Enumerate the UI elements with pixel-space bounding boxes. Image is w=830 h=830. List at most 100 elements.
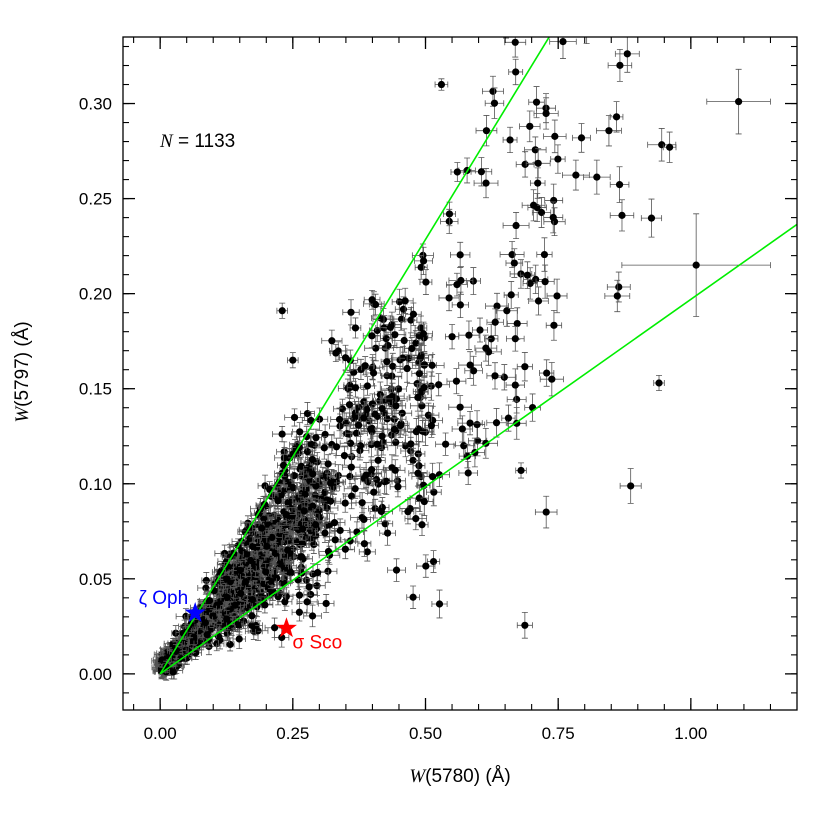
data-point (640, 198, 663, 238)
data-point (404, 306, 418, 334)
star-label: ζ Oph (139, 588, 189, 609)
x-axis-label: W(5780) (Å) (409, 766, 510, 787)
sample-size-label: N = 1133 (159, 131, 235, 152)
data-point (543, 201, 564, 234)
data-point (516, 352, 533, 382)
data-point (502, 37, 509, 39)
data-point (427, 373, 450, 397)
x-tick-label: 0.50 (409, 724, 442, 743)
data-point (346, 378, 365, 398)
data-point (343, 478, 367, 499)
data-point (356, 508, 371, 531)
data-point (350, 413, 368, 437)
data-point (519, 261, 535, 289)
data-point (523, 0, 542, 8)
data-point (424, 413, 439, 438)
data-point (549, 37, 577, 59)
data-point (475, 338, 502, 366)
data-point (317, 594, 335, 613)
data-point (522, 267, 538, 300)
data-point (321, 329, 343, 352)
data-point (411, 441, 426, 467)
data-point (505, 248, 524, 278)
data-point (298, 578, 320, 596)
data-point (297, 486, 313, 503)
data-point (293, 545, 310, 569)
data-point (422, 462, 443, 491)
y-tick-label: 0.10 (79, 475, 112, 494)
data-point (583, 159, 611, 195)
data-point (485, 292, 509, 320)
data-point (653, 375, 665, 392)
data-point (265, 573, 277, 589)
data-point (534, 495, 558, 529)
data-point (291, 603, 308, 622)
data-point (408, 460, 428, 487)
data-point (609, 166, 630, 203)
data-point (506, 406, 527, 440)
data-point (364, 393, 381, 415)
data-point (609, 101, 624, 133)
data-point (296, 590, 318, 614)
data-point (484, 87, 505, 119)
data-point (202, 600, 217, 618)
data-point (471, 317, 489, 343)
data-point (363, 289, 381, 310)
data-point (379, 315, 402, 340)
data-point (519, 110, 541, 143)
data-point (499, 241, 525, 269)
data-point (435, 432, 456, 456)
data-point (458, 461, 478, 485)
data-point (401, 499, 415, 525)
data-point (330, 407, 349, 432)
data-point (301, 411, 321, 430)
data-point (385, 386, 408, 412)
data-point (465, 267, 481, 295)
data-point (506, 307, 528, 340)
star-marker (184, 602, 206, 622)
data-point (445, 324, 460, 350)
data-point (272, 426, 293, 443)
data-point (458, 351, 482, 379)
data-point (339, 392, 360, 418)
data-point (405, 418, 428, 446)
data-point (528, 286, 549, 316)
data-point (409, 383, 427, 412)
data-point (385, 392, 407, 420)
y-tick-label: 0.20 (79, 285, 112, 304)
data-point (539, 359, 555, 387)
data-point (301, 497, 325, 515)
data-point (247, 589, 258, 610)
data-point (381, 364, 403, 388)
data-point (276, 302, 288, 319)
data-point (394, 354, 420, 383)
data-point (450, 162, 465, 182)
data-point (387, 558, 406, 582)
data-point (169, 664, 178, 680)
data-point (339, 344, 353, 371)
data-point (412, 453, 426, 479)
data-point (246, 608, 257, 624)
data-point (342, 455, 361, 480)
data-point (284, 408, 305, 427)
data-point (396, 287, 414, 314)
data-point (272, 492, 284, 510)
data-point (315, 436, 334, 460)
axis-ticks (123, 37, 797, 710)
data-point (370, 397, 394, 420)
data-point (382, 352, 404, 380)
data-point (604, 279, 631, 313)
data-point (357, 530, 372, 557)
data-point (266, 585, 279, 601)
data-point (527, 193, 547, 222)
data-point (706, 68, 771, 135)
data-point (277, 539, 298, 561)
data-point (225, 637, 235, 652)
star-label: σ Sco (292, 632, 342, 653)
data-point (607, 48, 633, 82)
data-point (486, 308, 504, 337)
data-point (450, 241, 471, 268)
data-point (354, 433, 367, 458)
data-point (536, 237, 553, 272)
data-point (239, 572, 252, 592)
